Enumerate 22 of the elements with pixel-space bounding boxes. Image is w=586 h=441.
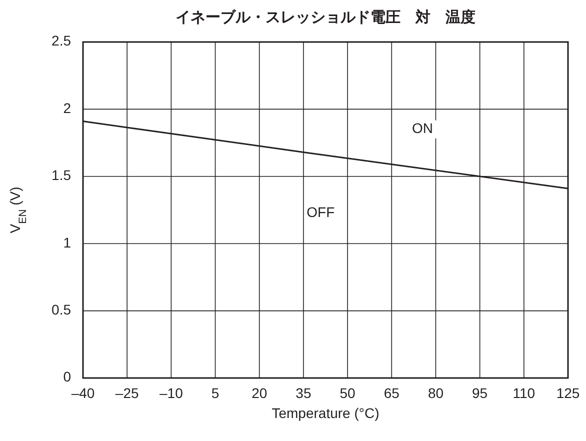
x-tick-label: 5 bbox=[211, 385, 220, 401]
x-tick-label: 50 bbox=[340, 385, 356, 401]
y-tick-label: 0 bbox=[63, 368, 72, 385]
x-axis-title: Temperature (°C) bbox=[272, 405, 380, 421]
x-tick-label: –40 bbox=[71, 385, 95, 401]
x-tick-label: –25 bbox=[115, 385, 139, 401]
x-tick-label: 80 bbox=[428, 385, 444, 401]
chart-title: イネーブル・スレッショルド電圧 対 温度 bbox=[176, 8, 476, 26]
x-tick-label: 95 bbox=[472, 385, 488, 401]
y-tick-label: 2.5 bbox=[52, 32, 72, 49]
y-tick-label: 2 bbox=[63, 100, 72, 116]
y-tick-label: 0.5 bbox=[52, 302, 72, 318]
annotation: OFF bbox=[306, 204, 335, 220]
y-tick-label: 1.5 bbox=[52, 167, 72, 184]
x-tick-label: 110 bbox=[512, 385, 536, 401]
y-tick-label: 1 bbox=[63, 234, 72, 250]
x-tick-label: 20 bbox=[252, 385, 268, 401]
x-tick-label: 65 bbox=[384, 385, 400, 401]
annotation: ON bbox=[412, 120, 433, 136]
x-tick-label: –10 bbox=[160, 385, 184, 401]
x-tick-label: 125 bbox=[556, 385, 580, 401]
x-tick-label: 35 bbox=[296, 385, 312, 401]
